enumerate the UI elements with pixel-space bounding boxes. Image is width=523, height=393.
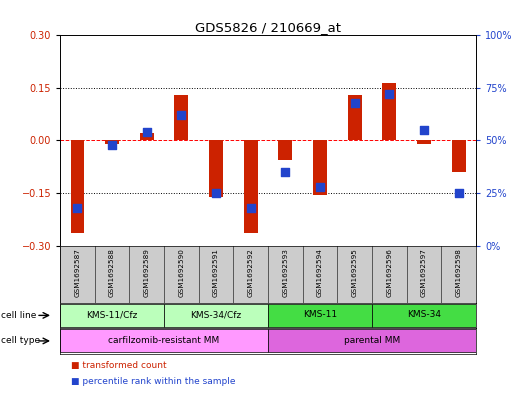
Point: [350, 99, 359, 106]
Point: [246, 205, 255, 211]
Text: GSM1692596: GSM1692596: [386, 248, 392, 297]
Bar: [372, 304, 476, 327]
Point: [281, 169, 290, 175]
Text: GSM1692592: GSM1692592: [248, 248, 254, 297]
Text: GSM1692593: GSM1692593: [282, 248, 288, 297]
Point: [143, 129, 151, 135]
Text: GSM1692588: GSM1692588: [109, 248, 115, 297]
Point: [316, 184, 324, 190]
Text: KMS-34: KMS-34: [407, 310, 441, 320]
Bar: [452, 140, 465, 172]
Bar: [60, 304, 164, 327]
Text: GSM1692590: GSM1692590: [178, 248, 185, 297]
Point: [212, 190, 220, 196]
Bar: [268, 329, 476, 353]
Text: KMS-11/Cfz: KMS-11/Cfz: [86, 310, 138, 320]
Bar: [313, 140, 327, 195]
Text: GSM1692591: GSM1692591: [213, 248, 219, 297]
Point: [73, 205, 82, 211]
Text: carfilzomib-resistant MM: carfilzomib-resistant MM: [108, 336, 220, 345]
Text: GSM1692597: GSM1692597: [421, 248, 427, 297]
Text: cell line: cell line: [1, 311, 37, 320]
Bar: [140, 134, 154, 140]
Bar: [175, 95, 188, 140]
Text: GSM1692594: GSM1692594: [317, 248, 323, 297]
Text: GSM1692595: GSM1692595: [351, 248, 358, 297]
Bar: [71, 140, 84, 233]
Text: ■ percentile rank within the sample: ■ percentile rank within the sample: [71, 378, 235, 386]
Bar: [268, 304, 372, 327]
Text: GSM1692598: GSM1692598: [456, 248, 462, 297]
Bar: [382, 83, 396, 140]
Point: [454, 190, 463, 196]
Text: KMS-34/Cfz: KMS-34/Cfz: [190, 310, 242, 320]
Point: [420, 127, 428, 133]
Bar: [105, 140, 119, 144]
Bar: [60, 329, 268, 353]
Bar: [278, 140, 292, 160]
Text: KMS-11: KMS-11: [303, 310, 337, 320]
Text: GSM1692589: GSM1692589: [144, 248, 150, 297]
Bar: [164, 304, 268, 327]
Bar: [417, 140, 431, 144]
Point: [177, 112, 186, 118]
Text: GSM1692587: GSM1692587: [74, 248, 81, 297]
Text: parental MM: parental MM: [344, 336, 400, 345]
Point: [108, 141, 116, 148]
Text: cell type: cell type: [1, 336, 40, 345]
Title: GDS5826 / 210669_at: GDS5826 / 210669_at: [195, 21, 341, 34]
Bar: [209, 140, 223, 196]
Text: ■ transformed count: ■ transformed count: [71, 361, 166, 370]
Bar: [244, 140, 258, 233]
Point: [385, 91, 393, 97]
Bar: [348, 95, 361, 140]
